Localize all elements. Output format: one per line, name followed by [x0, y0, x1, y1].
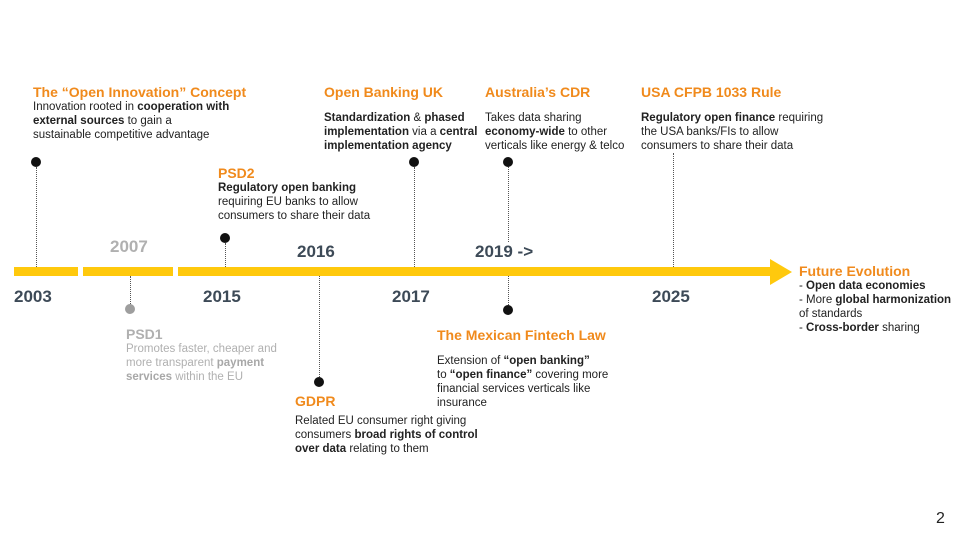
year-2015: 2015	[203, 287, 241, 306]
event-title: GDPR	[295, 393, 336, 409]
event-description: Extension of “open banking” to “open fin…	[437, 355, 609, 409]
event-mexican-fintech: The Mexican Fintech Law Extension of “op…	[437, 327, 637, 410]
event-title: Open Banking UK	[324, 84, 444, 100]
connector-usa-cfpb	[673, 153, 674, 267]
connector-psd2	[225, 243, 226, 267]
timeline-bar-segment-2	[83, 267, 173, 276]
event-title: PSD1	[126, 326, 163, 342]
event-australia-cdr: Australia’s CDR Takes data sharing econo…	[485, 84, 635, 153]
event-title: Future Evolution	[799, 263, 911, 279]
connector-australia-cdr	[508, 167, 509, 242]
event-description: Related EU consumer right giving consume…	[295, 415, 478, 455]
event-description: Regulatory open finance requiring the US…	[641, 112, 824, 152]
marker-open-banking-uk	[409, 157, 419, 167]
marker-psd1	[125, 304, 135, 314]
page-number: 2	[936, 510, 945, 527]
future-item-3: - Cross-border sharing	[799, 322, 920, 334]
event-description: Standardization & phased implementation …	[324, 112, 478, 152]
connector-open-banking-uk	[414, 167, 415, 267]
event-open-banking-uk: Open Banking UK Standardization & phased…	[324, 84, 482, 153]
future-item-2: - More global harmonization of standards	[799, 294, 952, 320]
event-description: Promotes faster, cheaper and more transp…	[126, 343, 277, 383]
event-gdpr: GDPR Related EU consumer right giving co…	[295, 393, 485, 456]
year-2019: 2019 ->	[475, 242, 534, 261]
timeline-bar-segment-3	[178, 267, 772, 276]
event-title: Australia’s CDR	[485, 84, 591, 100]
event-title: The Mexican Fintech Law	[437, 327, 606, 343]
future-item-1: - Open data economies	[799, 280, 926, 292]
year-2007: 2007	[110, 237, 148, 256]
event-psd2: PSD2 Regulatory open banking requiring E…	[218, 165, 390, 223]
event-open-innovation: The “Open Innovation” Concept Innovation…	[33, 84, 247, 142]
connector-open-innovation	[36, 167, 37, 267]
connector-mexican-fintech	[508, 276, 509, 305]
event-description: Regulatory open banking requiring EU ban…	[218, 182, 371, 222]
connector-psd1	[130, 276, 131, 304]
year-2017: 2017	[392, 287, 430, 306]
year-2003: 2003	[14, 287, 52, 306]
event-description: Takes data sharing economy-wide to other…	[485, 112, 625, 152]
year-2025: 2025	[652, 287, 690, 306]
timeline-arrowhead-icon	[770, 259, 792, 285]
event-title: USA CFPB 1033 Rule	[641, 84, 782, 100]
marker-australia-cdr	[503, 157, 513, 167]
event-future-evolution: Future Evolution - Open data economies -…	[799, 263, 957, 335]
event-description: Innovation rooted in cooperation with ex…	[33, 101, 230, 141]
event-title: The “Open Innovation” Concept	[33, 84, 247, 100]
connector-gdpr	[319, 276, 320, 377]
year-2016: 2016	[297, 242, 335, 261]
marker-psd2	[220, 233, 230, 243]
event-title: PSD2	[218, 165, 255, 181]
timeline-bar-segment-1	[14, 267, 78, 276]
marker-gdpr	[314, 377, 324, 387]
marker-mexican-fintech	[503, 305, 513, 315]
event-usa-cfpb: USA CFPB 1033 Rule Regulatory open finan…	[641, 84, 831, 153]
marker-open-innovation	[31, 157, 41, 167]
event-psd1: PSD1 Promotes faster, cheaper and more t…	[126, 326, 288, 384]
